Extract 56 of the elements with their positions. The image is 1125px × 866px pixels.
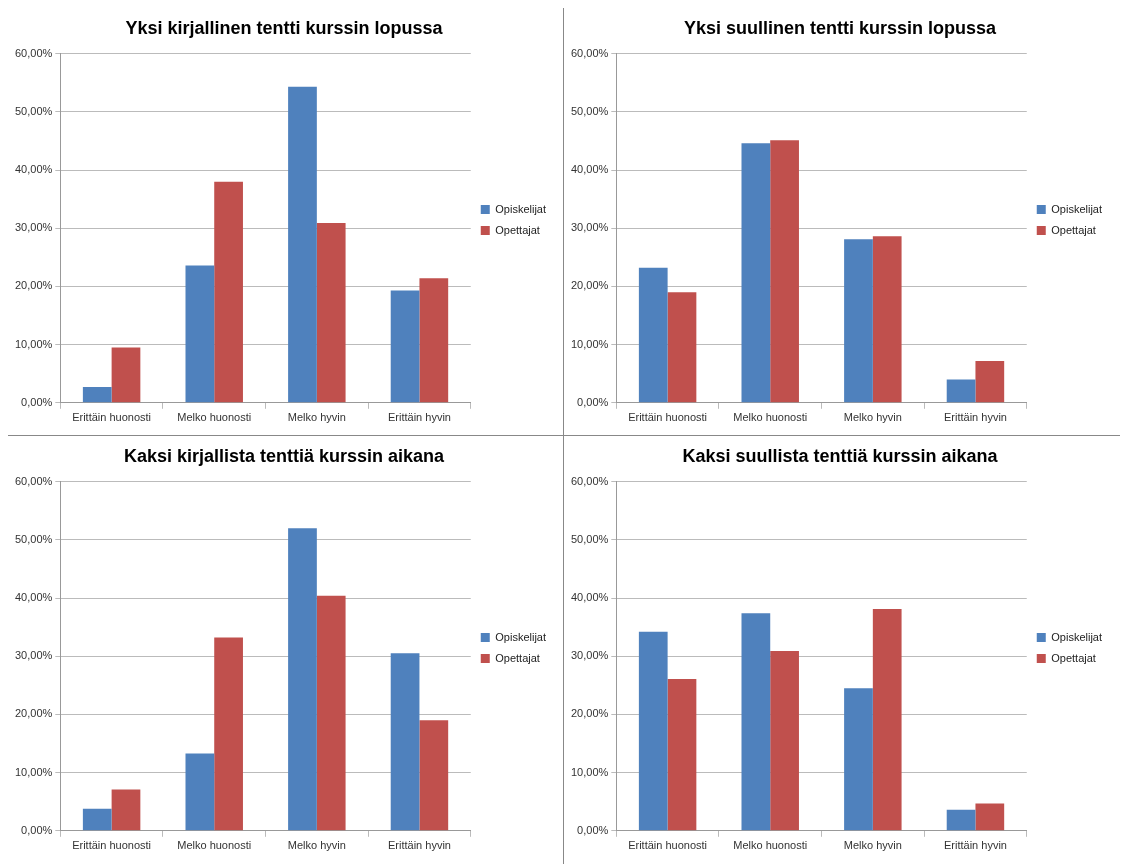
- y-tick-label: 20,00%: [571, 279, 609, 292]
- y-tick-label: 10,00%: [15, 337, 53, 350]
- x-tick-label: Erittäin hyvin: [943, 411, 1007, 424]
- y-tick-label: 0,00%: [21, 823, 53, 836]
- y-tick-label: 40,00%: [15, 163, 53, 176]
- legend-label: Opettajat: [1051, 223, 1096, 236]
- x-tick-label: Erittäin hyvin: [943, 839, 1007, 852]
- y-tick-label: 60,00%: [571, 474, 609, 487]
- legend-label: Opiskelijat: [1051, 630, 1103, 643]
- x-tick-label: Erittäin huonosti: [628, 411, 708, 424]
- y-tick-label: 50,00%: [15, 104, 53, 117]
- chart-title: Kaksi kirjallista tenttiä kurssin aikana: [123, 445, 446, 466]
- y-tick-label: 30,00%: [571, 649, 609, 662]
- y-tick-label: 60,00%: [15, 474, 53, 487]
- y-tick-label: 30,00%: [15, 221, 53, 234]
- y-tick-label: 60,00%: [571, 46, 609, 59]
- y-tick-label: 0,00%: [577, 395, 609, 408]
- y-tick-label: 50,00%: [571, 532, 609, 545]
- y-tick-label: 50,00%: [15, 532, 53, 545]
- chart-title: Kaksi suullista tenttiä kurssin aikana: [682, 445, 999, 466]
- y-tick-label: 20,00%: [15, 707, 53, 720]
- y-tick-label: 30,00%: [15, 649, 53, 662]
- legend-label: Opettajat: [1051, 651, 1096, 664]
- y-tick-label: 40,00%: [15, 591, 53, 604]
- y-tick-label: 40,00%: [571, 591, 609, 604]
- x-tick-label: Melko hyvin: [287, 411, 346, 424]
- x-tick-label: Melko hyvin: [843, 411, 902, 424]
- x-tick-label: Erittäin huonosti: [72, 839, 152, 852]
- x-tick-label: Erittäin hyvin: [387, 411, 451, 424]
- legend-label: Opettajat: [495, 223, 540, 236]
- chart-title: Yksi kirjallinen tentti kurssin lopussa: [125, 17, 444, 38]
- legend-label: Opiskelijat: [1051, 202, 1103, 215]
- y-tick-label: 0,00%: [577, 823, 609, 836]
- x-tick-label: Erittäin hyvin: [387, 839, 451, 852]
- legend-label: Opiskelijat: [495, 630, 547, 643]
- y-tick-label: 20,00%: [571, 707, 609, 720]
- y-tick-label: 10,00%: [571, 765, 609, 778]
- x-tick-label: Erittäin huonosti: [628, 839, 708, 852]
- y-tick-label: 40,00%: [571, 163, 609, 176]
- y-tick-label: 0,00%: [21, 395, 53, 408]
- x-tick-label: Erittäin huonosti: [72, 411, 152, 424]
- x-tick-label: Melko huonosti: [177, 411, 252, 424]
- x-tick-label: Melko huonosti: [733, 411, 808, 424]
- x-tick-label: Melko hyvin: [287, 839, 346, 852]
- y-tick-label: 30,00%: [571, 221, 609, 234]
- x-tick-label: Melko huonosti: [177, 839, 252, 852]
- chart-title: Yksi suullinen tentti kurssin lopussa: [683, 17, 998, 38]
- y-tick-label: 20,00%: [15, 279, 53, 292]
- legend-label: Opettajat: [495, 651, 540, 664]
- y-tick-label: 60,00%: [15, 46, 53, 59]
- legend-label: Opiskelijat: [495, 202, 547, 215]
- y-tick-label: 10,00%: [15, 765, 53, 778]
- x-tick-label: Melko huonosti: [733, 839, 808, 852]
- y-tick-label: 10,00%: [571, 337, 609, 350]
- x-tick-label: Melko hyvin: [843, 839, 902, 852]
- y-tick-label: 50,00%: [571, 104, 609, 117]
